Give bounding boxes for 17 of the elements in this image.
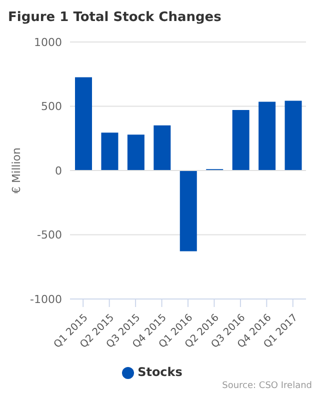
y-tick-label: -1000 (30, 292, 62, 306)
y-tick-label: 500 (41, 100, 62, 114)
y-tick-label: 0 (55, 164, 62, 178)
bar (101, 132, 118, 170)
bar (180, 170, 197, 252)
chart-title: Figure 1 Total Stock Changes (8, 9, 222, 27)
source-note: Source: CSO Ireland (221, 381, 312, 391)
y-tick-label: -500 (37, 228, 62, 242)
bar (284, 100, 302, 170)
bar (154, 125, 171, 170)
bar (232, 110, 250, 170)
legend-label: Stocks (138, 365, 182, 379)
bar (258, 102, 276, 170)
y-axis-title: € Million (10, 148, 23, 194)
bar (75, 77, 92, 170)
y-tick-label: 1000 (34, 36, 62, 49)
bar (127, 134, 144, 170)
